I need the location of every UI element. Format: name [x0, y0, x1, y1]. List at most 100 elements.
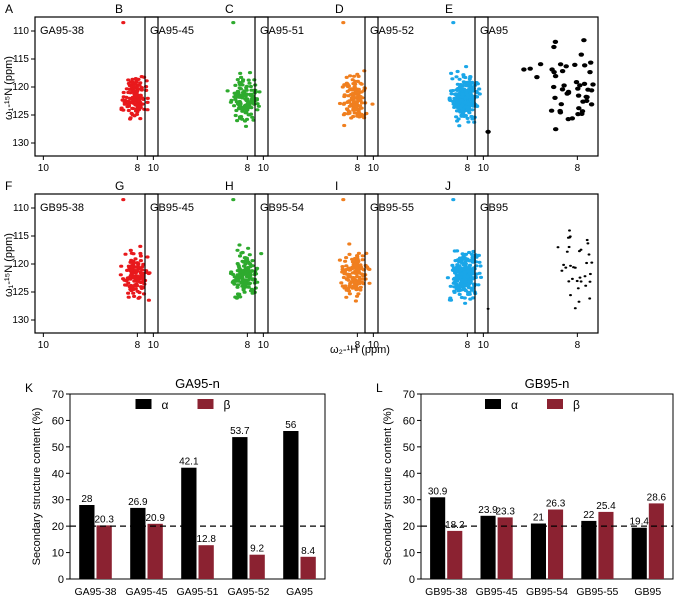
nmr-peak — [237, 243, 242, 247]
nmr-peak — [462, 270, 467, 274]
nmr-peak — [134, 112, 140, 116]
data-label: 22 — [583, 510, 595, 521]
panel-letter: J — [445, 179, 451, 193]
data-label: 26.9 — [128, 497, 148, 508]
x-tick-label: GA95-38 — [74, 586, 116, 598]
bar-beta — [648, 503, 664, 579]
nmr-peak — [241, 273, 246, 277]
nmr-peak — [133, 77, 138, 81]
data-label: 28 — [81, 494, 93, 505]
nmr-peak — [370, 102, 375, 106]
nmr-peak — [347, 88, 352, 92]
nmr-peak — [131, 84, 137, 88]
y-tick-label: 60 — [52, 415, 64, 427]
y-axis-label: Secondary structure content (%) — [382, 408, 394, 566]
bar-beta — [497, 517, 513, 579]
nmr-peak — [133, 269, 138, 273]
nmr-peak — [126, 108, 131, 113]
nmr-peak — [466, 120, 471, 124]
nmr-peak — [343, 259, 348, 263]
y-tick-label: 115 — [13, 54, 29, 65]
nmr-peak — [245, 278, 250, 282]
bar-alpha — [581, 520, 597, 579]
x-tick-label: 10 — [368, 340, 380, 351]
nmr-peak — [255, 102, 260, 106]
x-tick-label: 8 — [575, 340, 581, 351]
data-label: 21 — [533, 513, 545, 524]
nmr-peak — [125, 276, 130, 280]
legend-label: β — [224, 398, 231, 412]
nmr-peak — [257, 90, 262, 94]
nmr-peak — [467, 77, 472, 81]
nmr-peak — [588, 88, 595, 93]
nmr-peak — [353, 262, 358, 267]
nmr-peak — [133, 257, 138, 261]
nmr-peak — [579, 111, 585, 116]
nmr-peak — [451, 21, 456, 25]
data-label: 42.1 — [179, 457, 199, 468]
nmr-peak — [577, 250, 581, 253]
nmr-peak — [229, 270, 234, 274]
legend-swatch — [197, 399, 214, 409]
x-tick-label: 8 — [355, 163, 361, 174]
nmr-peak — [129, 111, 134, 115]
y-tick-label: 50 — [52, 442, 64, 454]
nmr-peak — [459, 98, 464, 103]
x-tick-label: 8 — [355, 340, 361, 351]
nmr-peak — [348, 268, 353, 272]
nmr-peak — [231, 21, 236, 25]
nmr-peak — [346, 275, 351, 279]
legend-label: α — [511, 398, 518, 412]
x-tick-label: 10 — [368, 163, 380, 174]
nmr-peak — [145, 255, 150, 259]
nmr-peak — [135, 289, 140, 293]
nmr-peak — [344, 295, 349, 299]
bar-alpha — [480, 515, 496, 579]
nmr-peak — [126, 291, 131, 295]
bar-beta — [249, 554, 265, 579]
nmr-peak — [341, 198, 346, 202]
nmr-peak — [250, 277, 255, 281]
nmr-peak — [358, 264, 363, 268]
nmr-peak — [353, 299, 358, 303]
nmr-peak — [358, 95, 363, 99]
nmr-peak — [356, 74, 361, 78]
nmr-peak — [350, 91, 355, 96]
nmr-peak — [130, 80, 135, 84]
nmr-peak — [347, 242, 352, 246]
nmr-peak — [356, 97, 361, 101]
nmr-peak — [559, 87, 566, 92]
nmr-peak — [588, 280, 592, 283]
nmr-peak — [351, 284, 356, 288]
nmr-peak — [341, 102, 346, 106]
nmr-peak — [462, 81, 467, 85]
nmr-peak — [137, 98, 142, 102]
nmr-peak — [467, 250, 472, 255]
data-label: 28.6 — [647, 492, 667, 503]
nmr-peak — [357, 282, 362, 286]
nmr-peak — [467, 280, 472, 284]
nmr-peak — [469, 275, 474, 280]
panel-letter: G — [115, 179, 124, 193]
nmr-peak — [236, 269, 242, 273]
nmr-peak — [345, 84, 350, 89]
nmr-peak — [346, 278, 351, 282]
panel-label: GA95-38 — [40, 25, 84, 37]
nmr-peak — [590, 82, 596, 87]
nmr-peak — [563, 64, 569, 69]
nmr-peak — [585, 238, 589, 242]
nmr-peak — [454, 88, 459, 92]
nmr-peak — [351, 74, 357, 78]
nmr-peak — [118, 273, 123, 277]
nmr-peak — [121, 95, 126, 99]
x-tick-label: 8 — [465, 340, 471, 351]
bar-beta — [147, 523, 163, 579]
nmr-peak — [449, 71, 454, 75]
nmr-peak — [239, 281, 244, 285]
nmr-peak — [237, 99, 242, 104]
nmr-peak — [252, 78, 257, 82]
nmr-peak — [245, 97, 250, 101]
nmr-peak — [245, 102, 250, 106]
nmr-peak — [341, 113, 346, 117]
nmr-peak — [350, 265, 355, 269]
